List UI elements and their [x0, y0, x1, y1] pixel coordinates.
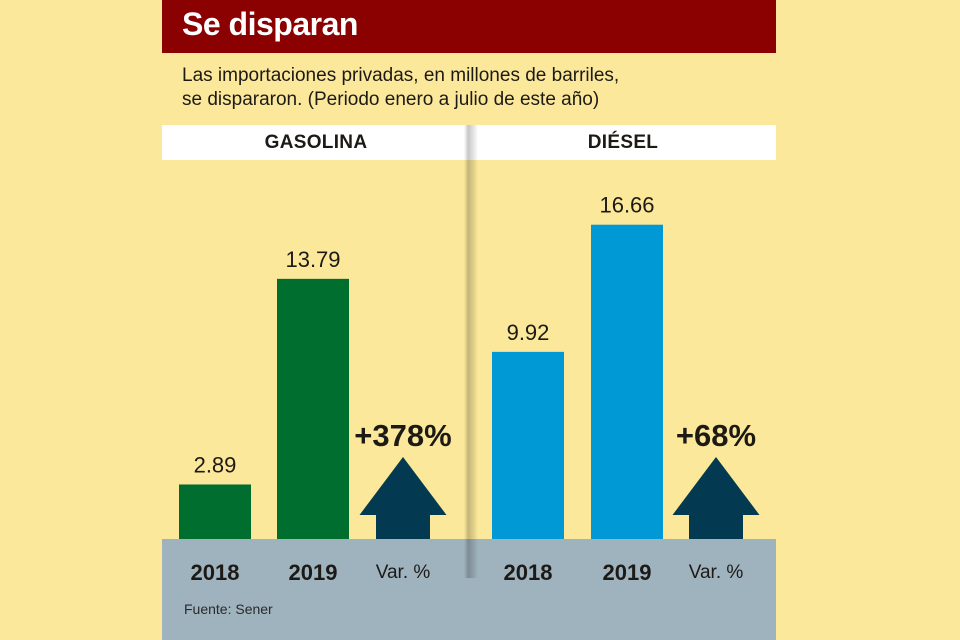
bar-charts: 2.89 2018 13.79 2019 +378% Var. % 9.92 2018 16.6… — [179, 193, 760, 585]
bar-diesel-2018 — [492, 351, 564, 539]
x-tick-label-gasolina-var: Var. % — [376, 562, 431, 583]
chart-title: Se disparan — [182, 6, 358, 42]
value-label-gasolina-2019: 13.79 — [285, 247, 340, 272]
value-label-diesel-2018: 9.92 — [507, 320, 550, 345]
axis-band — [162, 539, 776, 640]
infographic-panel: Se disparan Las importaciones privadas, … — [162, 0, 776, 640]
bar-gasolina-2018 — [179, 484, 251, 539]
up-arrow-icon-diesel — [672, 457, 760, 539]
bar-diesel-2019 — [591, 224, 663, 539]
value-label-diesel-2019: 16.66 — [599, 193, 654, 218]
bar-gasolina-2019 — [277, 278, 349, 539]
title-bar: Se disparan — [162, 0, 776, 53]
variation-label-gasolina: +378% — [354, 418, 451, 453]
value-label-gasolina-2018: 2.89 — [194, 452, 237, 477]
x-tick-label-gasolina-2018: 2018 — [191, 560, 240, 585]
x-tick-label-gasolina-2019: 2019 — [289, 560, 338, 585]
source-note: Fuente: Sener — [184, 601, 273, 617]
variation-label-diesel: +68% — [676, 418, 756, 453]
chart-subtitle: Las importaciones privadas, en millones … — [182, 64, 762, 112]
x-tick-label-diesel-2018: 2018 — [504, 560, 553, 585]
section-header-diesel: DIÉSEL — [470, 125, 776, 160]
subtitle-line-2: se dispararon. (Periodo enero a julio de… — [182, 89, 600, 110]
section-header-gasolina: GASOLINA — [162, 125, 470, 160]
subtitle-line-1: Las importaciones privadas, en millones … — [182, 65, 620, 86]
x-tick-label-diesel-2019: 2019 — [603, 560, 652, 585]
up-arrow-icon-gasolina — [359, 457, 447, 539]
x-tick-label-diesel-var: Var. % — [689, 562, 744, 583]
